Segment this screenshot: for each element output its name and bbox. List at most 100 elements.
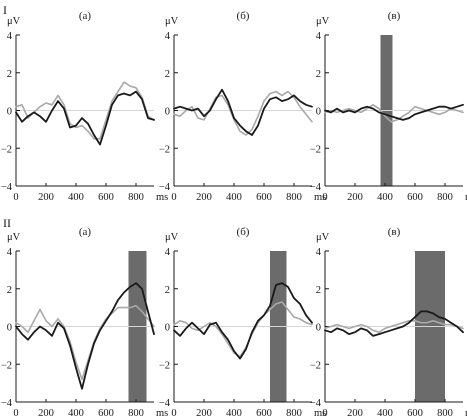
y-tick-label: −2 [159, 144, 170, 155]
panel-label: (а) [79, 226, 92, 238]
y-unit-label: μV [316, 232, 330, 243]
y-tick-label: 2 [7, 285, 12, 296]
row-label: II [3, 216, 11, 230]
x-tick-label: 800 [286, 192, 302, 203]
y-tick-label: −4 [159, 182, 171, 193]
x-tick-label: 600 [407, 192, 423, 203]
panel-label: (б) [237, 226, 250, 238]
x-tick-label: 800 [128, 408, 144, 418]
panel-label: (б) [237, 10, 250, 22]
panel-label: (в) [388, 226, 401, 238]
y-tick-label: −2 [1, 360, 12, 371]
x-tick-label: 400 [68, 408, 84, 418]
y-tick-label: 4 [316, 247, 322, 258]
series-line-gray [173, 301, 313, 358]
x-tick-label: 0 [13, 408, 18, 418]
series-line-gray [15, 81, 155, 140]
x-tick-label: 200 [347, 408, 363, 418]
x-tick-label: 600 [256, 408, 272, 418]
x-unit-label: ms [465, 408, 467, 418]
x-tick-label: 0 [322, 192, 327, 203]
x-tick-label: 400 [377, 192, 393, 203]
y-tick-label: −2 [310, 360, 321, 371]
panel-label: (в) [388, 10, 401, 22]
y-tick-label: 4 [7, 247, 13, 258]
y-tick-label: 2 [316, 285, 321, 296]
series-line-black [173, 88, 313, 136]
series-line-black [324, 310, 464, 337]
x-tick-label: 0 [322, 408, 327, 418]
y-tick-label: −4 [159, 398, 171, 409]
y-unit-label: μV [165, 232, 179, 243]
y-tick-label: 0 [7, 323, 12, 334]
x-tick-label: 200 [347, 192, 363, 203]
y-tick-label: 0 [7, 107, 12, 118]
y-unit-label: μV [165, 16, 179, 27]
x-tick-label: 600 [98, 408, 114, 418]
y-tick-label: 0 [316, 107, 321, 118]
series-line-black [15, 282, 155, 390]
x-unit-label: ms [314, 192, 326, 203]
x-tick-label: 200 [196, 192, 212, 203]
x-tick-label: 600 [407, 408, 423, 418]
x-unit-label: ms [314, 408, 326, 418]
series-line-gray [173, 90, 313, 136]
y-tick-label: 0 [316, 323, 321, 334]
y-unit-label: μV [7, 232, 21, 243]
y-unit-label: μV [7, 16, 21, 27]
y-tick-label: 2 [316, 69, 321, 80]
x-tick-label: 400 [68, 192, 84, 203]
series-line-black [15, 90, 155, 146]
x-tick-label: 400 [226, 192, 242, 203]
x-unit-label: ms [465, 192, 467, 203]
y-tick-label: 2 [7, 69, 12, 80]
x-unit-label: ms [156, 408, 168, 418]
x-tick-label: 600 [98, 192, 114, 203]
y-tick-label: 2 [165, 69, 170, 80]
y-tick-label: 4 [7, 31, 13, 42]
y-tick-label: −2 [1, 144, 12, 155]
y-tick-label: −4 [310, 398, 322, 409]
y-tick-label: 4 [165, 31, 171, 42]
series-line-black [173, 282, 313, 360]
series-line-gray [324, 104, 464, 123]
series-line-gray [15, 304, 155, 381]
x-tick-label: 0 [13, 192, 18, 203]
x-tick-label: 0 [171, 408, 176, 418]
x-tick-label: 400 [377, 408, 393, 418]
y-tick-label: 0 [165, 323, 170, 334]
y-tick-label: −2 [159, 360, 170, 371]
series-line-black [324, 103, 464, 121]
x-tick-label: 800 [437, 192, 453, 203]
y-tick-label: −2 [310, 144, 321, 155]
x-tick-label: 800 [128, 192, 144, 203]
row-label: I [3, 3, 7, 17]
x-tick-label: 800 [286, 408, 302, 418]
x-tick-label: 200 [196, 408, 212, 418]
series-line-gray [324, 320, 464, 333]
y-tick-label: 2 [165, 285, 170, 296]
x-unit-label: ms [156, 192, 168, 203]
x-tick-label: 600 [256, 192, 272, 203]
y-tick-label: −4 [1, 182, 13, 193]
y-tick-label: 0 [165, 107, 170, 118]
y-tick-label: 4 [165, 247, 171, 258]
y-tick-label: 4 [316, 31, 322, 42]
y-tick-label: −4 [310, 182, 322, 193]
x-tick-label: 200 [38, 192, 54, 203]
x-tick-label: 200 [38, 408, 54, 418]
y-tick-label: −4 [1, 398, 13, 409]
x-tick-label: 400 [226, 408, 242, 418]
y-unit-label: μV [316, 16, 330, 27]
x-tick-label: 800 [437, 408, 453, 418]
x-tick-label: 0 [171, 192, 176, 203]
